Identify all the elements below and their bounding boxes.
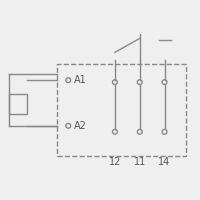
Bar — [9, 94, 27, 114]
Text: A1: A1 — [74, 75, 87, 85]
Text: 12: 12 — [109, 157, 121, 167]
Bar — [57, 64, 186, 156]
Text: A2: A2 — [74, 121, 87, 131]
Text: 14: 14 — [158, 157, 171, 167]
Text: 11: 11 — [134, 157, 146, 167]
